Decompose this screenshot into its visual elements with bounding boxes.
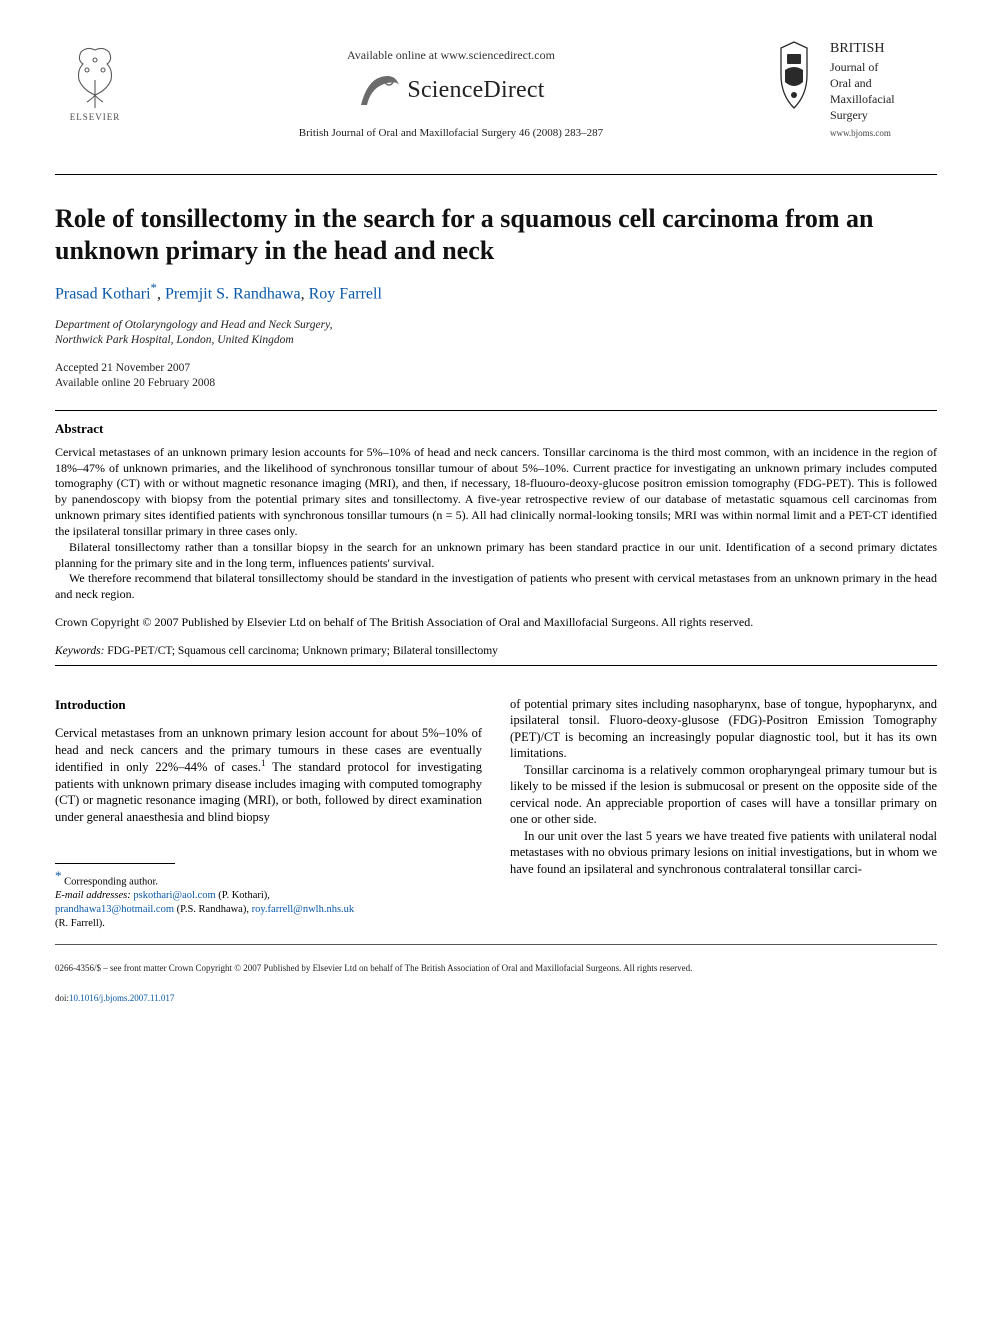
abstract-para: Cervical metastases of an unknown primar…	[55, 445, 937, 540]
journal-title-line: BRITISH	[830, 40, 895, 59]
intro-para: of potential primary sites including nas…	[510, 696, 937, 762]
center-header-block: Available online at www.sciencedirect.co…	[135, 40, 767, 139]
email-name: (P.S. Randhawa),	[177, 904, 249, 915]
author-link[interactable]: Prasad Kothari	[55, 286, 151, 303]
corr-text: Corresponding author.	[64, 877, 158, 888]
email-link[interactable]: pskothari@aol.com	[133, 890, 215, 901]
abstract-para: We therefore recommend that bilateral to…	[55, 571, 937, 603]
doi-link[interactable]: 10.1016/j.bjoms.2007.11.017	[69, 993, 174, 1003]
elsevier-tree-icon	[65, 40, 125, 110]
author-sep: ,	[301, 286, 309, 303]
email-name: (P. Kothari),	[218, 890, 270, 901]
elsevier-logo-block: ELSEVIER	[55, 40, 135, 122]
email-link[interactable]: roy.farrell@nwlh.nhs.uk	[252, 904, 355, 915]
available-online-line: Available online at www.sciencedirect.co…	[135, 48, 767, 63]
rule-abstract-bottom	[55, 665, 937, 666]
introduction-heading: Introduction	[55, 696, 482, 713]
corresponding-author-note: * Corresponding author.	[55, 868, 482, 889]
online-date: Available online 20 February 2008	[55, 376, 937, 392]
authors-line: Prasad Kothari*, Premjit S. Randhawa, Ro…	[55, 280, 937, 303]
abstract-heading: Abstract	[55, 421, 937, 437]
email-label: E-mail addresses:	[55, 890, 131, 901]
intro-para: Cervical metastases from an unknown prim…	[55, 725, 482, 825]
journal-url[interactable]: www.bjoms.com	[830, 127, 895, 139]
journal-title-block: BRITISH Journal of Oral and Maxillofacia…	[830, 40, 895, 139]
footnotes-block: * Corresponding author. E-mail addresses…	[55, 868, 482, 930]
rule-abstract-top	[55, 410, 937, 411]
journal-brand-block: BRITISH Journal of Oral and Maxillofacia…	[767, 40, 937, 139]
email-link[interactable]: prandhawa13@hotmail.com	[55, 904, 174, 915]
email-line: E-mail addresses: pskothari@aol.com (P. …	[55, 889, 482, 903]
accepted-date: Accepted 21 November 2007	[55, 361, 937, 377]
dates-block: Accepted 21 November 2007 Available onli…	[55, 361, 937, 392]
journal-title-line: Surgery	[830, 107, 895, 123]
abstract-para: Bilateral tonsillectomy rather than a to…	[55, 540, 937, 572]
intro-para: In our unit over the last 5 years we hav…	[510, 828, 937, 878]
keywords-value: FDG-PET/CT; Squamous cell carcinoma; Unk…	[107, 645, 498, 657]
abstract-body: Cervical metastases of an unknown primar…	[55, 445, 937, 603]
author-sep: ,	[157, 286, 165, 303]
article-body-columns: Introduction Cervical metastases from an…	[55, 696, 937, 930]
footnote-separator	[55, 863, 175, 864]
affiliation: Department of Otolaryngology and Head an…	[55, 318, 937, 349]
journal-title-line: Oral and	[830, 75, 895, 91]
journal-title-line: Journal of	[830, 59, 895, 75]
page-header: ELSEVIER Available online at www.science…	[55, 40, 937, 139]
author-link[interactable]: Premjit S. Randhawa	[165, 286, 301, 303]
doi-label: doi:	[55, 993, 69, 1003]
intro-para: Tonsillar carcinoma is a relatively comm…	[510, 762, 937, 828]
keywords-line: Keywords: FDG-PET/CT; Squamous cell carc…	[55, 645, 937, 657]
sciencedirect-logo: ScienceDirect	[135, 71, 767, 109]
email-line: (R. Farrell).	[55, 917, 482, 931]
keywords-label: Keywords:	[55, 645, 104, 657]
email-line: prandhawa13@hotmail.com (P.S. Randhawa),…	[55, 903, 482, 917]
doi-line: doi:10.1016/j.bjoms.2007.11.017	[55, 993, 937, 1005]
journal-citation: British Journal of Oral and Maxillofacia…	[135, 127, 767, 139]
article-title: Role of tonsillectomy in the search for …	[55, 203, 937, 266]
rule-top	[55, 174, 937, 175]
footer-copyright: 0266-4356/$ – see front matter Crown Cop…	[55, 963, 937, 975]
sciencedirect-swoosh-icon	[357, 71, 401, 109]
rule-footer	[55, 944, 937, 945]
journal-crest-icon	[767, 40, 822, 115]
author-link[interactable]: Roy Farrell	[309, 286, 382, 303]
journal-title-line: Maxillofacial	[830, 91, 895, 107]
copyright-line: Crown Copyright © 2007 Published by Else…	[55, 615, 937, 631]
elsevier-label: ELSEVIER	[70, 112, 121, 122]
sciencedirect-text: ScienceDirect	[407, 77, 544, 104]
